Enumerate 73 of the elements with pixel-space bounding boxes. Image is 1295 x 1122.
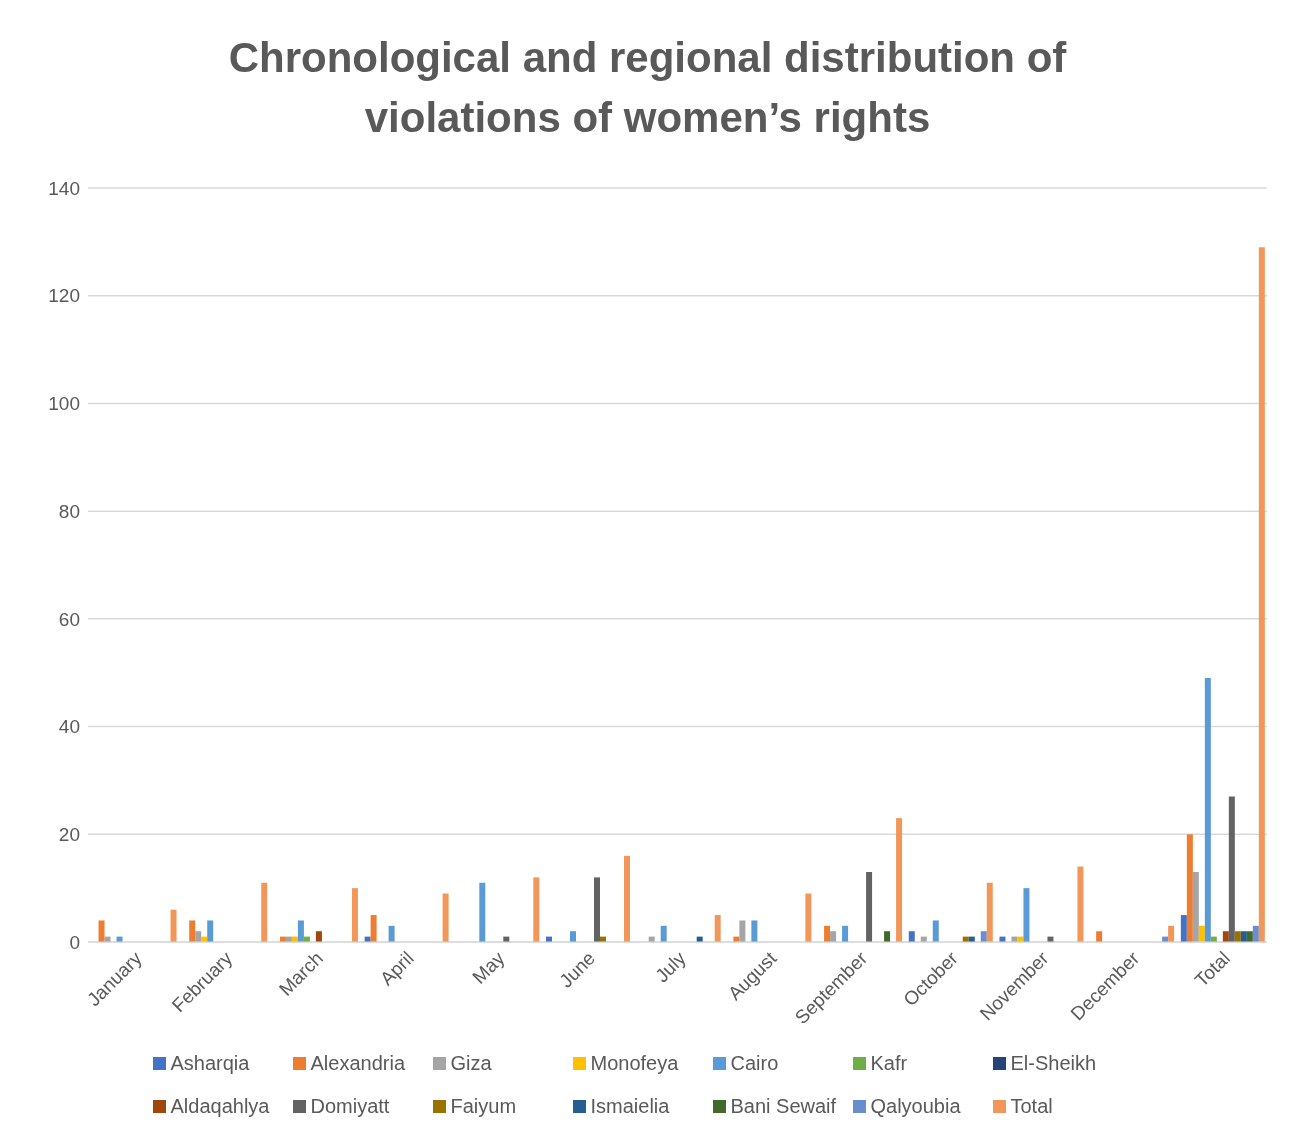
bar	[1077, 866, 1084, 942]
legend-label: Total	[1010, 1095, 1053, 1118]
legend-label: Cairo	[730, 1052, 779, 1075]
bar	[1222, 931, 1229, 942]
bar	[932, 920, 939, 942]
bar	[1228, 796, 1235, 942]
bar	[1240, 931, 1247, 942]
bar	[594, 877, 600, 942]
y-tick-label: 80	[58, 500, 80, 522]
bar	[189, 920, 196, 942]
bar	[751, 920, 758, 942]
bar	[824, 925, 831, 942]
bar	[1252, 925, 1259, 942]
y-tick-label: 40	[58, 716, 80, 738]
bar	[261, 882, 268, 942]
bar	[170, 909, 177, 942]
legend-label: Ismaielia	[590, 1095, 670, 1118]
bar	[1180, 915, 1187, 942]
bar	[660, 925, 667, 942]
bar	[533, 877, 540, 942]
chart-title: Chronological and regional distribution of violations of women’s rights	[227, 33, 1068, 143]
bar	[98, 920, 105, 942]
y-tick-label: 140	[48, 177, 80, 199]
legend-label: Qalyoubia	[870, 1095, 961, 1118]
bar	[570, 931, 576, 942]
bar	[884, 931, 891, 942]
bar	[624, 855, 630, 942]
y-tick-label: 120	[48, 285, 80, 307]
bar	[207, 920, 214, 942]
legend-label: Kafr	[870, 1052, 908, 1075]
bar	[896, 818, 903, 942]
bar	[830, 931, 837, 942]
bar	[1234, 931, 1241, 942]
bar	[1258, 247, 1265, 942]
bar	[980, 931, 987, 942]
bar	[195, 931, 202, 942]
legend-label: Giza	[450, 1052, 492, 1075]
legend-label: Monofeya	[590, 1052, 679, 1075]
y-tick-label: 20	[58, 824, 80, 846]
bar	[1168, 925, 1175, 942]
bar	[1204, 678, 1211, 942]
legend-label: El-Sheikh	[1010, 1052, 1097, 1075]
bar	[479, 882, 486, 942]
y-tick-label: 100	[48, 393, 80, 415]
bar	[388, 925, 395, 942]
bar	[714, 915, 721, 942]
bar	[1023, 888, 1030, 942]
x-tick-label: May	[468, 947, 509, 988]
legend-label: Asharqia	[170, 1052, 250, 1075]
bar	[1186, 834, 1193, 942]
legend-label: Bani Sewaif	[730, 1095, 837, 1118]
bar	[739, 920, 746, 942]
legend-label: Alexandria	[310, 1052, 406, 1075]
legend-label: Aldaqahlya	[170, 1095, 270, 1118]
bar	[351, 888, 358, 942]
bar	[1096, 931, 1103, 942]
bar	[315, 931, 322, 942]
bar	[442, 893, 449, 942]
x-tick-label: July	[651, 947, 691, 987]
bar	[908, 931, 915, 942]
bar	[986, 882, 993, 942]
y-tick-label: 0	[69, 931, 80, 953]
y-tick-label: 60	[58, 608, 80, 630]
bar	[842, 925, 849, 942]
bar	[1192, 871, 1199, 942]
bar	[297, 920, 304, 942]
bar	[1198, 925, 1205, 942]
legend-label: Domiyatt	[310, 1095, 390, 1118]
legend-label: Faiyum	[450, 1095, 517, 1118]
bar	[805, 893, 812, 942]
bar	[866, 871, 873, 942]
bar	[1246, 931, 1253, 942]
bar	[370, 915, 377, 942]
